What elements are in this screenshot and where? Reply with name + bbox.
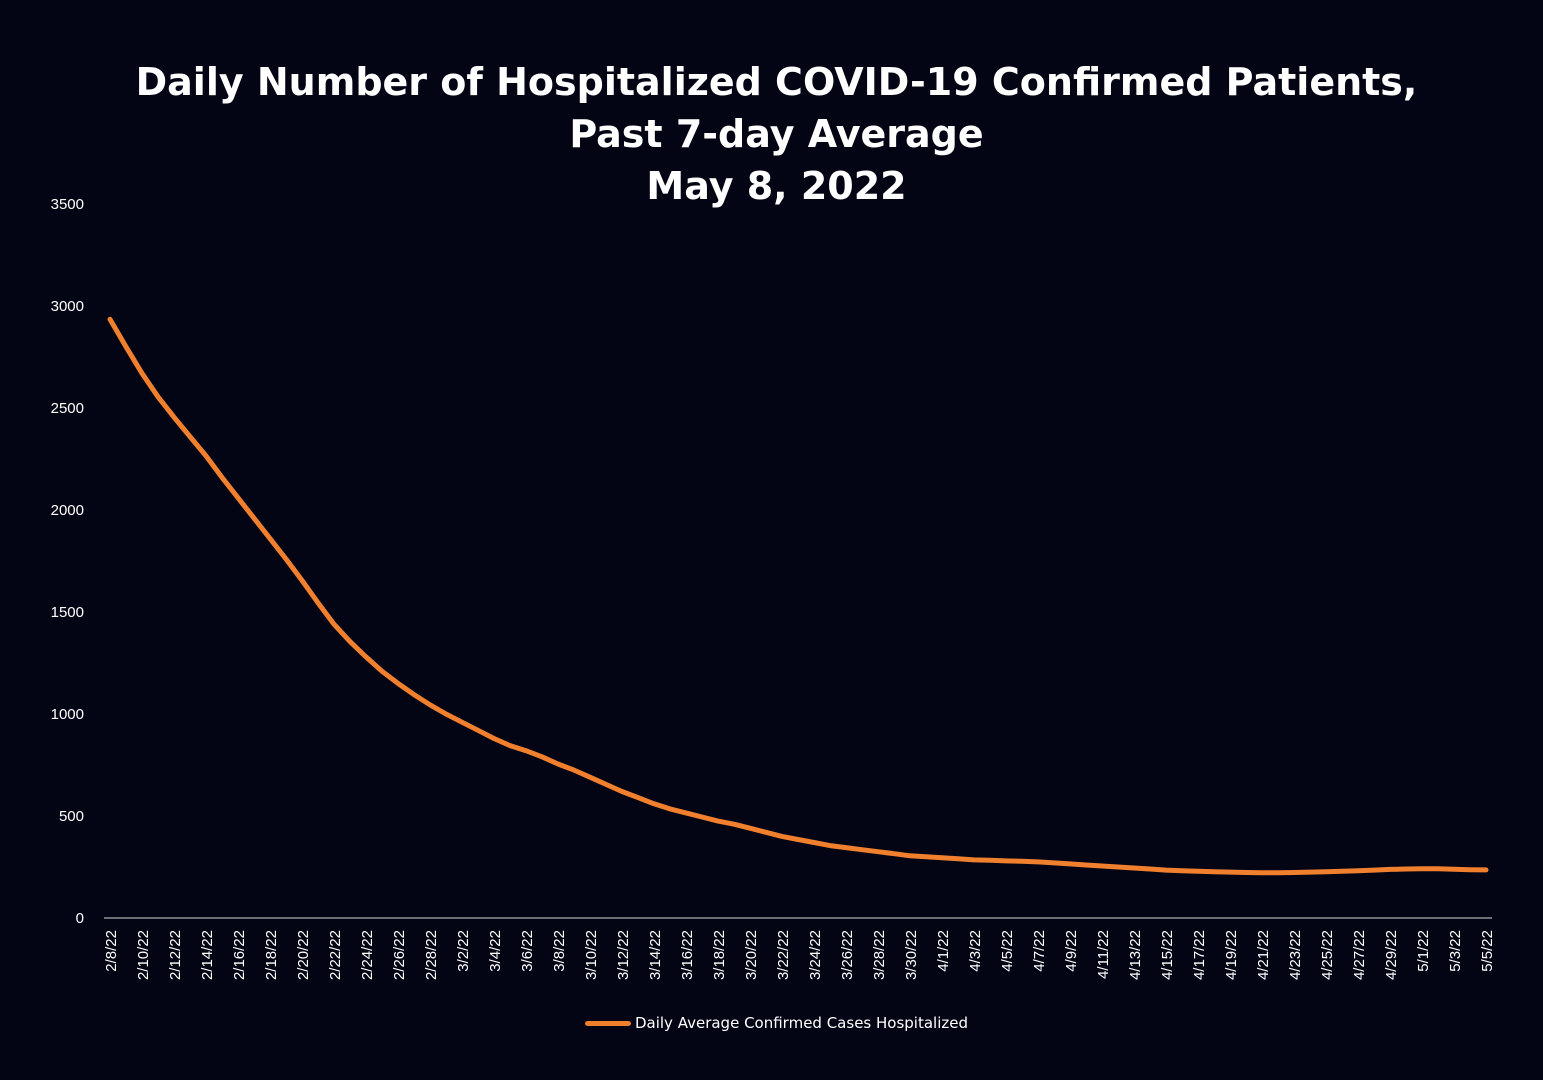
x-tick-label: 4/7/22 — [1031, 930, 1048, 972]
x-tick-label: 2/22/22 — [327, 930, 344, 980]
x-tick-label: 4/5/22 — [999, 930, 1016, 972]
y-tick-label: 0 — [76, 910, 84, 927]
x-tick-label: 3/28/22 — [871, 930, 888, 980]
x-tick-label: 2/10/22 — [135, 930, 152, 980]
y-tick-label: 1000 — [51, 706, 84, 723]
x-tick-label: 4/9/22 — [1063, 930, 1080, 972]
series-line-hospitalized — [107, 316, 1489, 876]
y-tick-label: 500 — [59, 808, 84, 825]
x-tick-label: 4/27/22 — [1351, 930, 1368, 980]
x-tick-label: 3/8/22 — [551, 930, 568, 972]
x-tick-label: 3/20/22 — [743, 930, 760, 980]
x-tick-label: 4/23/22 — [1287, 930, 1304, 980]
x-tick-label: 4/19/22 — [1223, 930, 1240, 980]
chart-title-line-2: Past 7-day Average — [569, 112, 984, 156]
x-tick-label: 5/5/22 — [1479, 930, 1496, 972]
x-tick-label: 4/29/22 — [1383, 930, 1400, 980]
x-tick-label: 5/3/22 — [1447, 930, 1464, 972]
x-tick-label: 3/18/22 — [711, 930, 728, 980]
y-tick-label: 3500 — [51, 196, 84, 213]
x-tick-label: 3/10/22 — [583, 930, 600, 980]
y-tick-label: 1500 — [51, 604, 84, 621]
x-tick-label: 3/16/22 — [679, 930, 696, 980]
x-tick-label: 3/6/22 — [519, 930, 536, 972]
y-tick-label: 3000 — [51, 298, 84, 315]
x-tick-label: 5/1/22 — [1415, 930, 1432, 972]
chart-title-line-3: May 8, 2022 — [646, 164, 907, 208]
x-tick-label: 4/3/22 — [967, 930, 984, 972]
y-tick-label: 2500 — [51, 400, 84, 417]
x-tick-label: 4/25/22 — [1319, 930, 1336, 980]
x-tick-label: 4/15/22 — [1159, 930, 1176, 980]
x-tick-label: 3/26/22 — [839, 930, 856, 980]
x-tick-label: 4/21/22 — [1255, 930, 1272, 980]
x-tick-label: 3/14/22 — [647, 930, 664, 980]
chart-legend: Daily Average Confirmed Cases Hospitaliz… — [0, 1014, 1543, 1032]
x-tick-label: 4/11/22 — [1095, 930, 1112, 979]
x-tick-label: 2/18/22 — [263, 930, 280, 980]
x-tick-label: 2/12/22 — [167, 930, 184, 980]
legend-label: Daily Average Confirmed Cases Hospitaliz… — [634, 1014, 968, 1032]
legend-swatch — [584, 1020, 631, 1026]
x-tick-label: 2/20/22 — [295, 930, 312, 980]
chart-title-line-1: Daily Number of Hospitalized COVID-19 Co… — [135, 60, 1418, 104]
x-tick-label: 3/30/22 — [903, 930, 920, 980]
chart-title: Daily Number of Hospitalized COVID-19 Co… — [0, 56, 1543, 212]
x-tick-label: 3/22/22 — [775, 930, 792, 980]
x-tick-label: 3/12/22 — [615, 930, 632, 980]
x-tick-label: 4/1/22 — [935, 930, 952, 972]
x-tick-label: 3/24/22 — [807, 930, 824, 980]
x-tick-label: 2/28/22 — [423, 930, 440, 980]
y-tick-label: 2000 — [51, 502, 84, 519]
x-tick-label: 2/26/22 — [391, 930, 408, 980]
x-tick-label: 2/24/22 — [359, 930, 376, 980]
x-tick-label: 2/16/22 — [231, 930, 248, 980]
x-tick-label: 4/13/22 — [1127, 930, 1144, 980]
x-tick-label: 4/17/22 — [1191, 930, 1208, 980]
x-tick-label: 2/8/22 — [103, 930, 120, 972]
x-tick-label: 2/14/22 — [199, 930, 216, 980]
x-tick-label: 3/2/22 — [455, 930, 472, 972]
x-tick-label: 3/4/22 — [487, 930, 504, 972]
